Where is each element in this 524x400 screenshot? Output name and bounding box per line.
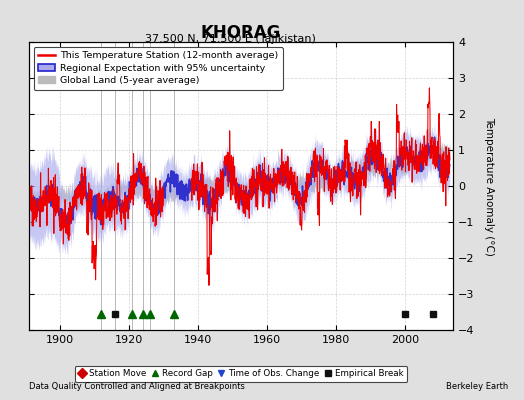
Text: Berkeley Earth: Berkeley Earth <box>446 382 508 391</box>
Legend: Station Move, Record Gap, Time of Obs. Change, Empirical Break: Station Move, Record Gap, Time of Obs. C… <box>74 366 408 382</box>
Text: 37.500 N, 71.500 E (Tajikistan): 37.500 N, 71.500 E (Tajikistan) <box>145 34 316 44</box>
Y-axis label: Temperature Anomaly (°C): Temperature Anomaly (°C) <box>484 116 494 256</box>
Text: Data Quality Controlled and Aligned at Breakpoints: Data Quality Controlled and Aligned at B… <box>29 382 245 391</box>
Title: KHORAG: KHORAG <box>201 24 281 42</box>
